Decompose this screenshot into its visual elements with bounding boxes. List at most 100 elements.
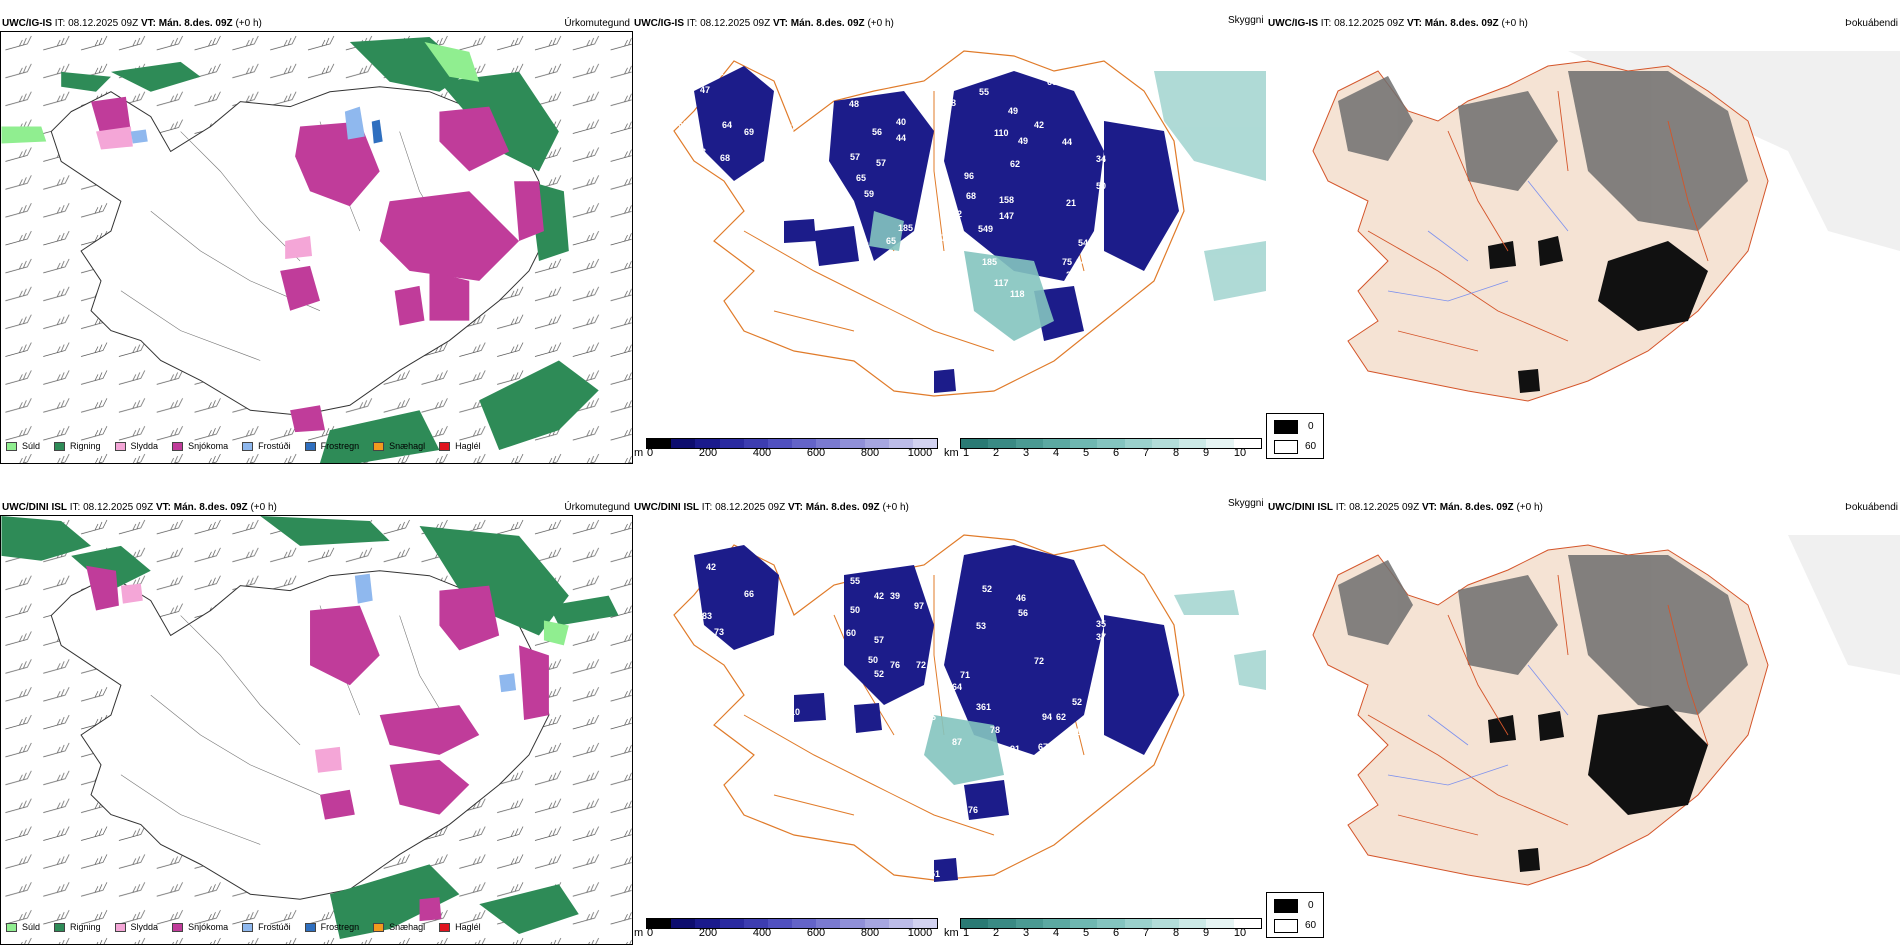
row1-fog-header: UWC/IG-IS IT: 08.12.2025 09Z VT: Mán. 8.… [1268, 18, 1528, 29]
ceiling-label: 42 [1034, 120, 1044, 130]
fog-dark-areas [1338, 555, 1748, 715]
legend-swatch [439, 441, 451, 451]
row1-vis-valid-time: Mán. 8.des. 09Z [790, 18, 865, 29]
ceiling-tick: 200 [698, 927, 718, 939]
row2-vis-valid-label: VT: [787, 502, 803, 513]
ceiling-label: 54 [1078, 238, 1088, 248]
ceiling-cloud-areas [694, 66, 1179, 393]
ceiling-label: 47 [700, 85, 710, 95]
ceiling-label: 63 [924, 178, 934, 188]
visibility-sea-areas [1154, 71, 1266, 301]
ceiling-label: 64 [1076, 257, 1086, 267]
row1-vis-init-label: IT: [686, 18, 698, 29]
visibility-tick: 1 [962, 447, 970, 459]
ceiling-label: 42 [706, 562, 716, 572]
row1-precip-legend: Súld Rigning Slydda Snjókoma Frostúði Fr… [6, 441, 495, 451]
ceiling-label: 60 [846, 628, 856, 638]
legend-swatch [114, 922, 126, 932]
ceiling-label: 33 [696, 147, 706, 157]
visibility-tick: 3 [1022, 447, 1030, 459]
ceiling-tick: 0 [646, 447, 654, 459]
ceiling-label: 65 [859, 241, 869, 251]
visibility-tick: 10 [1233, 927, 1247, 939]
row1-fog-lead: (+0 h) [1501, 18, 1528, 29]
ceiling-label: 72 [952, 209, 962, 219]
row1-vis-valid-label: VT: [772, 18, 788, 29]
visibility-tick: 2 [992, 447, 1000, 459]
fog-swatch-white [1274, 440, 1298, 454]
freezing-drizzle-areas [354, 573, 517, 693]
ceiling-label: 37 [786, 123, 796, 133]
row2-vis-valid-time: Mán. 8.des. 09Z [805, 502, 880, 513]
visibility-tick: 5 [1082, 447, 1090, 459]
row2-valid-label: VT: [155, 502, 171, 513]
row1-fog-valid-label: VT: [1406, 18, 1422, 29]
legend-swatch [373, 922, 385, 932]
ceiling-label: 42 [874, 591, 884, 601]
row1-visibility-title: Skyggni [1228, 15, 1264, 26]
ceiling-label: 71 [686, 134, 696, 144]
fog-sea-haze [1568, 51, 1900, 251]
ceiling-tick: 600 [806, 447, 826, 459]
row1-model: UWC/IG-IS [2, 18, 52, 29]
snow-areas [86, 565, 549, 922]
visibility-tick: 7 [1142, 447, 1150, 459]
legend-swatch [172, 922, 184, 932]
rain-areas [1, 516, 619, 940]
ceiling-label: 50 [868, 655, 878, 665]
fog-swatch-white [1274, 919, 1298, 933]
row2-lead: (+0 h) [250, 502, 277, 513]
ceiling-label: 66 [744, 589, 754, 599]
row2-init-label: IT: [69, 502, 81, 513]
row1-visibility-header: UWC/IG-IS IT: 08.12.2025 09Z VT: Mán. 8.… [634, 18, 894, 29]
ceiling-label: 66 [1047, 77, 1057, 87]
row1-init-time: 08.12.2025 09Z [68, 18, 139, 29]
ceiling-label: 46 [1016, 593, 1026, 603]
fog-value-max: 60 [1305, 441, 1317, 452]
row1-fog-model: UWC/IG-IS [1268, 18, 1318, 29]
ceiling-label: 72 [916, 660, 926, 670]
ceiling-label: 52 [982, 584, 992, 594]
row2-header: UWC/DINI ISL IT: 08.12.2025 09Z VT: Mán.… [2, 502, 277, 513]
row2-fog-init-time: 08.12.2025 09Z [1349, 502, 1420, 513]
visibility-tick: 6 [1112, 447, 1120, 459]
sleet-areas [96, 126, 313, 259]
ceiling-label: 91 [1010, 744, 1020, 754]
visibility-tick: 3 [1022, 927, 1030, 939]
row1-precip-map [0, 31, 633, 464]
ceiling-label: 50 [1096, 181, 1106, 191]
legend-item-haglel: Haglél [439, 441, 481, 451]
row1-fog-valid-time: Mán. 8.des. 09Z [1424, 18, 1499, 29]
legend-item-sudl: Súld [6, 922, 40, 932]
row1-vis-model: UWC/IG-IS [634, 18, 684, 29]
row2-fog-header: UWC/DINI ISL IT: 08.12.2025 09Z VT: Mán.… [1268, 502, 1543, 513]
row1-fog-init-time: 08.12.2025 09Z [1334, 18, 1405, 29]
ceiling-label: 10 [790, 707, 800, 717]
row2-visibility-title: Skyggni [1228, 498, 1264, 509]
ceiling-label: 106 [918, 263, 933, 273]
ceiling-label: 549 [978, 224, 993, 234]
row1-fog-map [1312, 51, 1900, 402]
visibility-land-areas [924, 715, 1004, 785]
row1-ceiling-numbers: 47 11 66 64 71 69 33 68 37 48 56 57 57 6… [678, 67, 1106, 299]
legend-swatch [242, 922, 254, 932]
legend-label: Súld [22, 922, 41, 932]
legend-label: Rigning [70, 922, 101, 932]
ceiling-label: 62 [1010, 159, 1020, 169]
ceiling-label: 158 [999, 195, 1014, 205]
drizzle-areas [543, 620, 569, 646]
ceiling-label: 49 [1018, 136, 1028, 146]
legend-swatch [304, 441, 316, 451]
ceiling-label: 52 [1072, 697, 1082, 707]
row1-fog-legend: 0 60 [1266, 413, 1324, 459]
visibility-tick: 9 [1202, 447, 1210, 459]
ceiling-label: 44 [896, 133, 906, 143]
legend-swatch [54, 922, 66, 932]
ceiling-label: 35 [1096, 619, 1106, 629]
drizzle-areas [1, 41, 480, 144]
legend-label: Frostregn [320, 922, 360, 932]
ceiling-label: 97 [914, 601, 924, 611]
ceiling-label: 156 [890, 705, 905, 715]
row2-precip-title: Úrkomutegund [564, 502, 630, 513]
fog-value-min: 0 [1308, 900, 1314, 911]
